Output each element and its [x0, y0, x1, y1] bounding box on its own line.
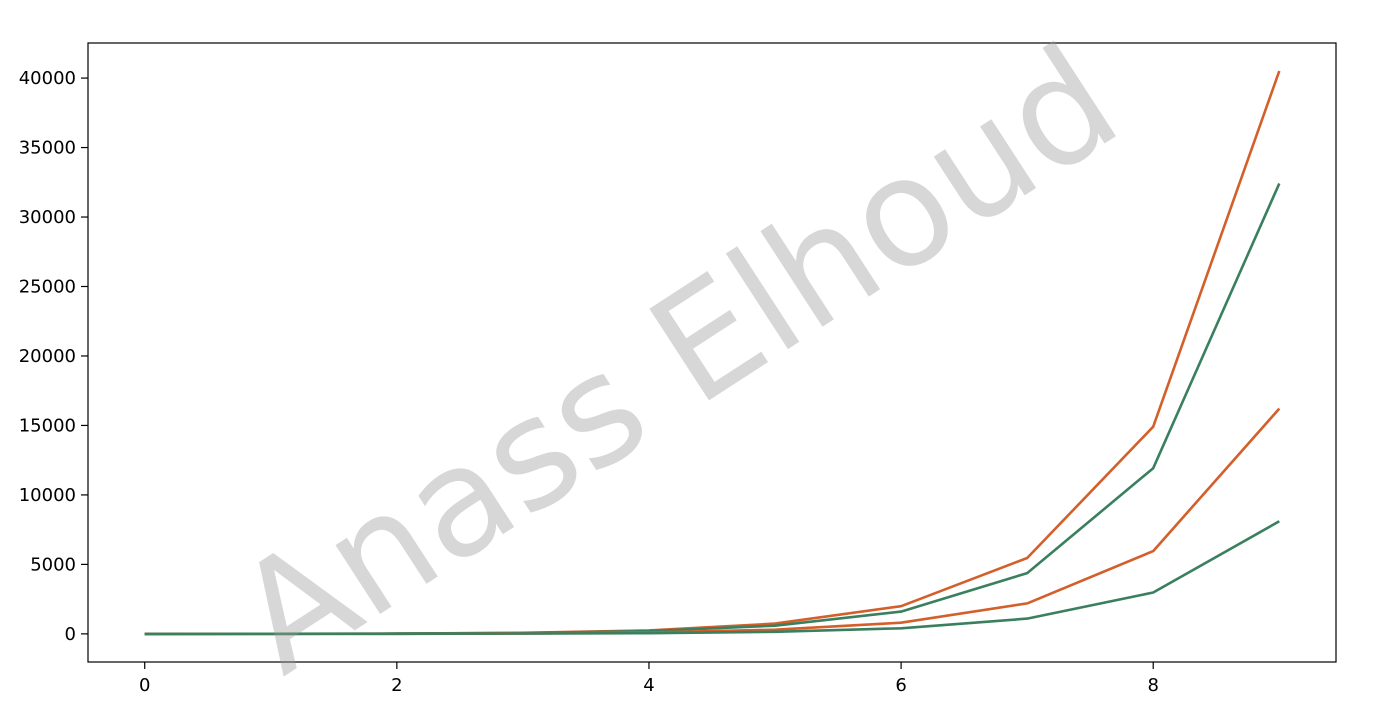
x-tick-label: 2	[391, 675, 402, 696]
y-tick-label: 10000	[19, 485, 76, 506]
x-tick-label: 4	[643, 675, 654, 696]
y-tick-label: 20000	[19, 346, 76, 367]
y-tick-label: 30000	[19, 207, 76, 228]
x-tick-label: 6	[895, 675, 906, 696]
y-tick-label: 0	[65, 624, 76, 645]
y-tick-label: 25000	[19, 277, 76, 298]
watermark: Anass Elhoud	[208, 13, 1147, 707]
x-tick-label: 0	[139, 675, 150, 696]
y-tick-label: 5000	[30, 554, 76, 575]
y-tick-label: 15000	[19, 415, 76, 436]
series-line-4	[144, 520, 1280, 636]
y-tick-label: 40000	[19, 68, 76, 89]
x-axis: 0 2 4 6 8	[139, 662, 1159, 696]
y-axis: 0 5000 10000 15000 20000 25000 30000 35000 40000	[19, 68, 88, 645]
y-tick-label: 35000	[19, 138, 76, 159]
x-tick-label: 8	[1147, 675, 1158, 696]
series-layer	[144, 70, 1281, 636]
plot-frame	[87, 42, 1337, 663]
